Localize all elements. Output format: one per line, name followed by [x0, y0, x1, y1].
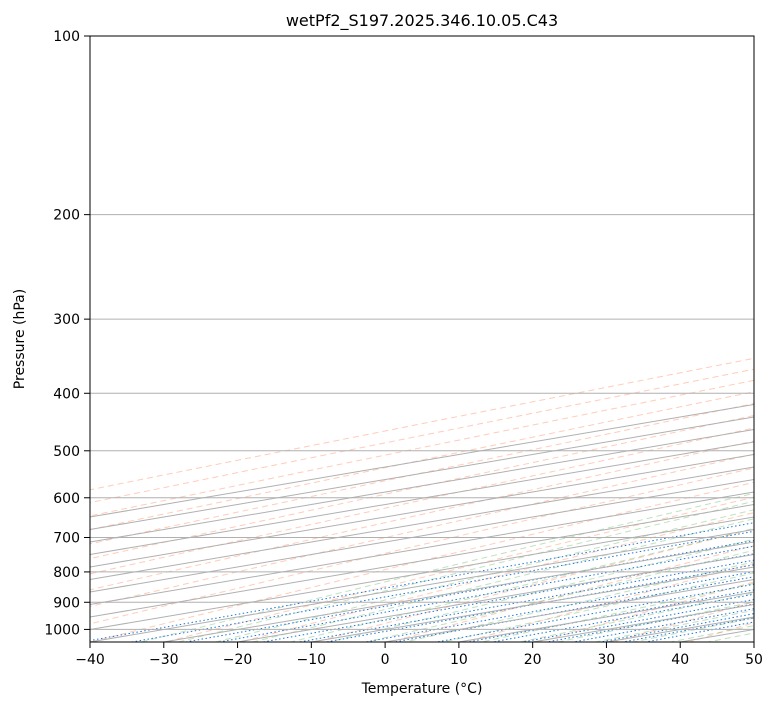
x-tick-label: 40 — [671, 652, 689, 668]
y-axis-title: Pressure (hPa) — [12, 289, 28, 389]
mixing-ratio-line — [519, 599, 754, 642]
moist-adiabat-line — [176, 500, 754, 642]
dry-adiabat-line — [238, 512, 754, 642]
y-tick-label: 1000 — [44, 622, 80, 638]
y-tick-label: 300 — [53, 312, 80, 328]
x-tick-label: −20 — [223, 652, 253, 668]
isotherm-gridline — [90, 491, 754, 606]
y-tick-label: 400 — [53, 386, 80, 402]
dry-adiabat-line — [90, 415, 754, 560]
x-tick-label: 0 — [381, 652, 390, 668]
isotherm-gridline — [90, 516, 754, 631]
dry-adiabat-line — [90, 481, 754, 642]
chart-title: wetPf2_S197.2025.346.10.05.C43 — [286, 11, 558, 31]
grid-layer — [90, 36, 754, 642]
isotherm-gridline — [90, 478, 754, 593]
isotherm-gridline — [90, 453, 754, 568]
mixing-ratio-line — [260, 553, 754, 642]
y-tick-label: 900 — [53, 595, 80, 611]
x-axis: −40 −30 −20 −10 0 10 20 30 40 50 — [75, 642, 763, 668]
y-tick-label: 200 — [53, 208, 80, 224]
dry-adiabat-line — [163, 496, 754, 642]
mixing-ratio-line — [570, 608, 754, 642]
x-tick-label: 20 — [524, 652, 542, 668]
isotherm-gridline — [90, 528, 754, 642]
isotherm-gridline — [90, 466, 754, 581]
moist-adiabat-line — [326, 538, 754, 642]
y-tick-label: 600 — [53, 491, 80, 507]
mixing-ratio-line — [544, 603, 754, 642]
x-axis-title: Temperature (°C) — [361, 681, 483, 697]
x-tick-label: 50 — [745, 652, 763, 668]
x-tick-label: −10 — [297, 652, 327, 668]
isotherm-gridline — [90, 441, 754, 556]
moist-adiabat-line — [555, 601, 754, 642]
moist-adiabat-line — [479, 582, 754, 642]
dry-adiabat-line — [90, 427, 754, 575]
isotherm-gridline — [90, 428, 754, 543]
y-tick-label: 500 — [53, 444, 80, 460]
mixing-ratio-line — [296, 559, 754, 642]
y-tick-label: 800 — [53, 565, 80, 581]
plot-frame — [89, 35, 755, 643]
y-axis: 100 200 300 400 500 600 700 800 900 1000 — [44, 29, 90, 638]
isotherm-gridline — [90, 503, 754, 618]
x-tick-label: 30 — [598, 652, 616, 668]
x-tick-label: 10 — [450, 652, 468, 668]
mixing-ratio-line — [323, 564, 754, 642]
y-tick-label: 100 — [53, 29, 80, 45]
y-tick-label: 700 — [53, 531, 80, 547]
moist-adiabat-line — [592, 609, 754, 642]
moist-adiabat-line — [402, 561, 754, 642]
x-tick-label: −40 — [75, 652, 105, 668]
x-tick-label: −30 — [149, 652, 179, 668]
